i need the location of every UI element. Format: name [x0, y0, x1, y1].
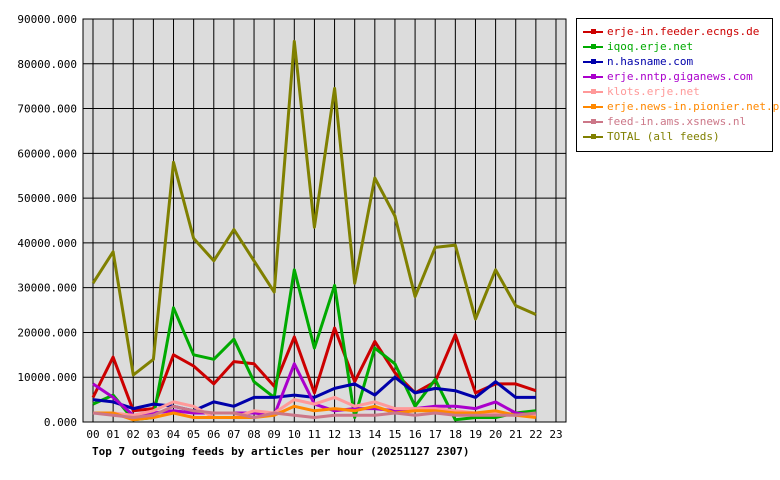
series-lines	[91, 39, 537, 422]
legend-marker-icon	[591, 29, 596, 34]
legend-item: klots.erje.net	[581, 84, 772, 99]
x-tick-label: 21	[509, 428, 522, 441]
legend-label: erje.news-in.pionier.net.pl	[607, 100, 780, 113]
series-line	[91, 326, 537, 413]
legend-label: iqoq.erje.net	[607, 40, 694, 53]
x-axis: 00 01 02 03 04 05 06 07 08 09 10 11 12 13 14 15 16 17 18 19…	[86, 428, 562, 441]
x-tick-label: 03	[147, 428, 160, 441]
y-tick-label: 30000.000	[17, 282, 77, 295]
legend-marker-icon	[591, 89, 596, 94]
y-axis: 0.000 10000.000 20000.000 30000.000 40000.00…	[17, 13, 77, 429]
y-tick-label: 40000.000	[17, 237, 77, 250]
legend-marker-icon	[591, 104, 596, 109]
y-tick-label: 20000.000	[17, 326, 77, 339]
legend-label: feed-in.ams.xsnews.nl	[607, 115, 747, 128]
legend-item: TOTAL (all feeds)	[581, 129, 772, 144]
legend-label: erje.nntp.giganews.com	[607, 70, 753, 83]
x-tick-label: 13	[348, 428, 361, 441]
legend-marker-icon	[591, 59, 596, 64]
legend-item: feed-in.ams.xsnews.nl	[581, 114, 772, 129]
y-tick-label: 60000.000	[17, 147, 77, 160]
x-tick-label: 01	[107, 428, 120, 441]
x-tick-label: 08	[247, 428, 260, 441]
legend-item: erje-in.feeder.ecngs.de	[581, 24, 772, 39]
y-tick-label: 80000.000	[17, 58, 77, 71]
x-tick-label: 20	[489, 428, 502, 441]
legend-item: erje.news-in.pionier.net.pl	[581, 99, 780, 114]
x-tick-label: 05	[187, 428, 200, 441]
series-line	[91, 39, 537, 377]
legend-label: klots.erje.net	[607, 85, 700, 98]
legend-marker-icon	[591, 44, 596, 49]
grid-lines	[83, 18, 566, 423]
x-tick-label: 15	[388, 428, 401, 441]
x-tick-label: 02	[127, 428, 140, 441]
x-tick-label: 06	[207, 428, 220, 441]
legend-item: erje.nntp.giganews.com	[581, 69, 772, 84]
x-tick-label: 00	[86, 428, 99, 441]
y-tick-label: 50000.000	[17, 192, 77, 205]
x-tick-label: 23	[549, 428, 562, 441]
x-tick-label: 12	[328, 428, 341, 441]
legend-item: iqoq.erje.net	[581, 39, 772, 54]
series-line	[92, 268, 537, 422]
y-tick-label: 90000.000	[17, 13, 77, 26]
legend-label: n.hasname.com	[607, 55, 694, 68]
legend-marker-icon	[591, 119, 596, 124]
y-tick-label: 70000.000	[17, 103, 77, 116]
x-tick-label: 19	[469, 428, 482, 441]
y-tick-label: 10000.000	[17, 371, 77, 384]
x-tick-label: 14	[368, 428, 382, 441]
x-tick-label: 04	[167, 428, 181, 441]
x-tick-label: 10	[288, 428, 301, 441]
legend-item: n.hasname.com	[581, 54, 772, 69]
x-tick-label: 22	[529, 428, 542, 441]
x-tick-label: 17	[429, 428, 442, 441]
legend-label: TOTAL (all feeds)	[607, 130, 720, 143]
x-tick-label: 11	[308, 428, 321, 441]
x-tick-label: 09	[268, 428, 281, 441]
series-line	[92, 404, 537, 419]
series-line	[93, 404, 537, 422]
x-tick-label: 07	[227, 428, 240, 441]
x-tick-label: 18	[449, 428, 462, 441]
legend-marker-icon	[591, 134, 596, 139]
x-tick-label: 16	[408, 428, 421, 441]
legend-label: erje-in.feeder.ecngs.de	[607, 25, 760, 38]
legend: erje-in.feeder.ecngs.de iqoq.erje.net n.ha…	[576, 18, 780, 152]
chart-title: Top 7 outgoing feeds by articles per hou…	[92, 445, 470, 458]
legend-marker-icon	[591, 74, 596, 79]
y-tick-label: 0.000	[44, 416, 77, 429]
